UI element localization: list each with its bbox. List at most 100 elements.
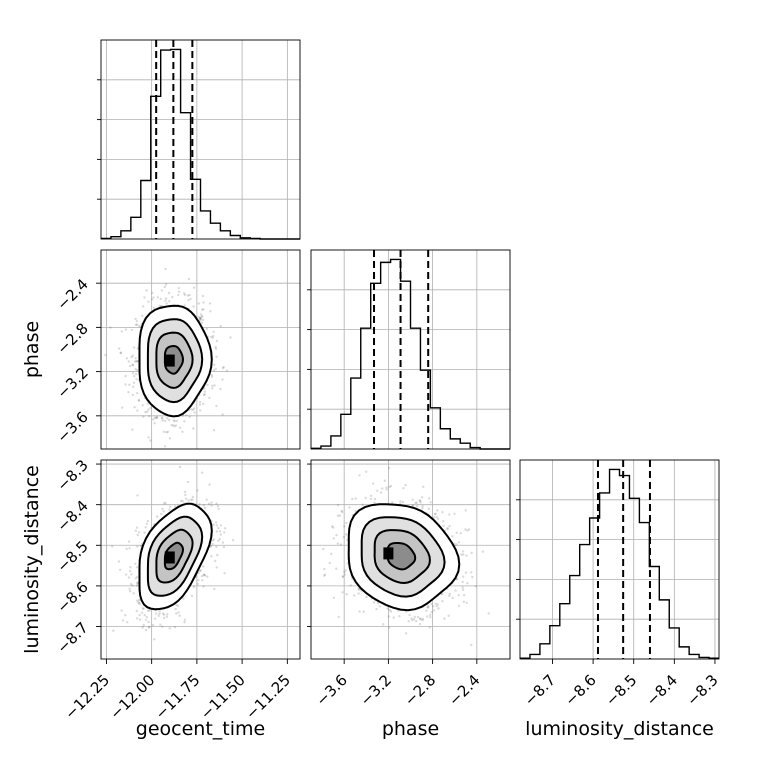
scatter-point — [202, 504, 206, 507]
scatter-point — [481, 550, 485, 553]
scatter-point — [389, 610, 393, 613]
scatter-point — [215, 339, 219, 343]
scatter-point — [457, 604, 461, 607]
scatter-point — [426, 606, 429, 609]
scatter-point — [152, 296, 155, 299]
scatter-point — [392, 616, 395, 619]
scatter-point — [136, 545, 139, 548]
scatter-point — [214, 347, 218, 350]
scatter-point — [143, 531, 146, 534]
scatter-point — [141, 314, 144, 317]
scatter-point — [385, 488, 388, 491]
scatter-point — [165, 615, 169, 618]
scatter-point — [129, 566, 132, 569]
scatter-point — [421, 507, 424, 510]
scatter-point — [124, 614, 127, 617]
scatter-point — [215, 545, 218, 548]
x-tick-label-geocent_time: −11.25 — [242, 671, 294, 723]
scatter-point — [211, 542, 214, 546]
scatter-point — [375, 607, 378, 611]
scatter-point — [125, 357, 128, 360]
hist-panel-luminosity_distance — [516, 459, 720, 660]
y-tick-label-phase: −2.4 — [53, 275, 91, 313]
scatter-point — [159, 623, 162, 626]
scatter-point — [365, 595, 368, 599]
scatter-point — [168, 505, 172, 508]
scatter-point — [178, 614, 181, 617]
y-tick-label-phase: −2.8 — [53, 319, 91, 357]
scatter-point — [215, 355, 218, 358]
scatter-point — [425, 609, 428, 612]
x-tick-label-luminosity_distance: −8.4 — [643, 671, 681, 709]
scatter-point — [465, 554, 468, 557]
scatter-point — [358, 474, 361, 477]
scatter-point — [132, 381, 136, 384]
scatter-point — [410, 617, 413, 620]
scatter-point — [411, 619, 414, 622]
y-tick-label-luminosity_distance: −8.5 — [53, 537, 91, 575]
scatter-point — [446, 528, 449, 531]
scatter-point — [202, 393, 206, 396]
scatter-point — [399, 500, 402, 503]
scatter-point — [373, 497, 377, 501]
x-axis-label-geocent_time: geocent_time — [136, 718, 265, 740]
scatter-point — [131, 428, 134, 431]
scatter-point — [411, 504, 415, 507]
scatter-point — [418, 617, 422, 621]
x-tick-label-geocent_time: −12.00 — [106, 671, 158, 723]
scatter-point — [134, 368, 137, 371]
panel-frame — [100, 39, 301, 240]
scatter-point — [154, 452, 156, 454]
scatter-point — [183, 621, 186, 624]
density-panel-geocent_time-vs-luminosity_distance — [100, 459, 301, 660]
scatter-point — [214, 367, 217, 370]
scatter-point — [136, 409, 139, 412]
scatter-point — [109, 326, 112, 329]
scatter-point — [339, 543, 343, 546]
y-tick-label-phase: −3.2 — [53, 364, 91, 402]
scatter-point — [135, 526, 139, 529]
scatter-point — [129, 582, 133, 586]
scatter-point — [328, 561, 331, 565]
scatter-point — [183, 304, 186, 307]
scatter-point — [213, 587, 216, 591]
scatter-point — [209, 335, 213, 338]
scatter-point — [151, 623, 155, 627]
scatter-point — [138, 602, 141, 605]
scatter-point — [429, 613, 432, 617]
panel-frame — [310, 249, 511, 450]
scatter-point — [162, 510, 165, 513]
scatter-point — [414, 501, 417, 505]
histogram-luminosity_distance — [520, 468, 719, 659]
scatter-point — [214, 559, 217, 563]
scatter-point — [219, 387, 222, 391]
scatter-point — [136, 391, 139, 395]
scatter-point — [415, 619, 418, 623]
scatter-point — [152, 418, 155, 421]
scatter-point — [357, 587, 360, 590]
scatter-point — [203, 506, 207, 510]
scatter-point — [158, 304, 161, 308]
scatter-point — [151, 291, 154, 295]
scatter-point — [153, 617, 157, 620]
density-peak — [164, 354, 175, 367]
scatter-point — [448, 592, 451, 596]
scatter-point — [386, 607, 389, 610]
scatter-point — [130, 573, 133, 576]
scatter-point — [168, 627, 171, 630]
scatter-point — [127, 540, 131, 543]
scatter-point — [461, 550, 465, 553]
scatter-point — [148, 625, 151, 629]
scatter-point — [127, 360, 130, 363]
scatter-point — [404, 632, 408, 635]
scatter-point — [119, 351, 123, 354]
scatter-point — [156, 515, 159, 518]
x-tick-label-geocent_time: −11.75 — [152, 671, 204, 723]
scatter-point — [197, 579, 200, 582]
scatter-point — [223, 527, 227, 530]
scatter-point — [349, 584, 352, 587]
scatter-point — [211, 387, 214, 390]
contour-line — [138, 502, 213, 611]
scatter-point — [189, 297, 192, 301]
scatter-point — [456, 577, 459, 581]
